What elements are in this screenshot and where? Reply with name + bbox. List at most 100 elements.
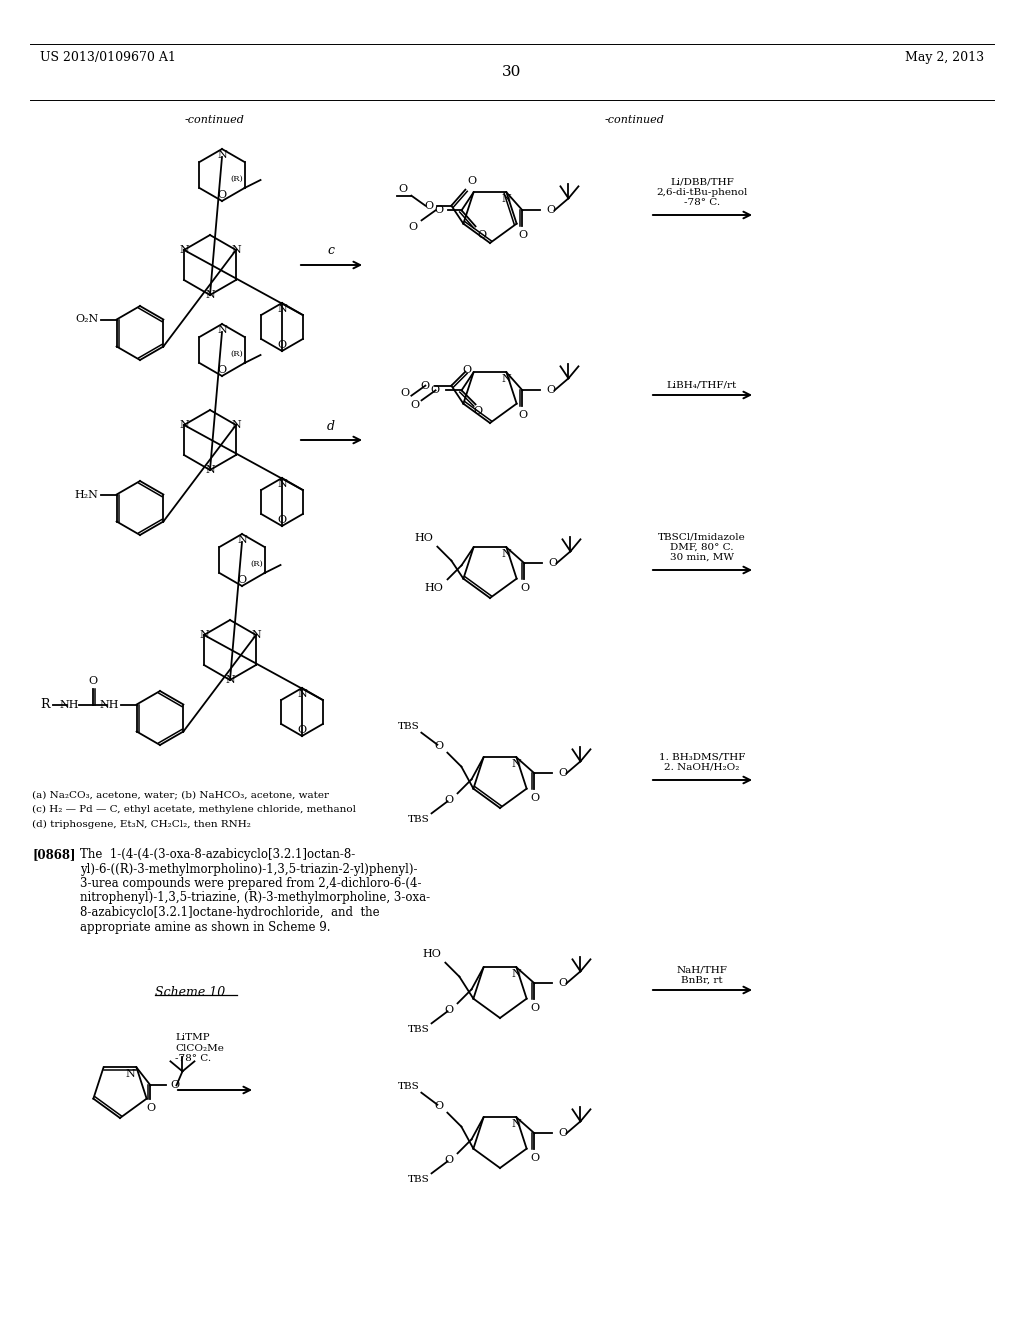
Text: O: O <box>547 206 556 215</box>
Text: O: O <box>398 183 408 194</box>
Text: N: N <box>179 246 188 255</box>
Text: N: N <box>205 290 215 300</box>
Text: N: N <box>512 759 521 770</box>
Text: 1. BH₃DMS/THF
2. NaOH/H₂O₂: 1. BH₃DMS/THF 2. NaOH/H₂O₂ <box>658 752 745 772</box>
Text: TBS: TBS <box>397 1081 420 1090</box>
Text: O: O <box>444 1006 454 1015</box>
Text: N: N <box>251 630 261 640</box>
Text: N: N <box>502 194 511 205</box>
Text: N: N <box>231 246 241 255</box>
Text: nitrophenyl)-1,3,5-triazine, (R)-3-methylmorpholine, 3-oxa-: nitrophenyl)-1,3,5-triazine, (R)-3-methy… <box>80 891 430 904</box>
Text: O: O <box>518 231 527 240</box>
Text: O: O <box>463 364 472 375</box>
Text: HO: HO <box>415 533 433 543</box>
Text: TBSCl/Imidazole
DMF, 80° C.
30 min, MW: TBSCl/Imidazole DMF, 80° C. 30 min, MW <box>658 532 745 562</box>
Text: O: O <box>409 222 418 232</box>
Text: O: O <box>430 385 439 396</box>
Text: O: O <box>477 231 486 240</box>
Text: 8-azabicyclo[3.2.1]octane-hydrochloride,  and  the: 8-azabicyclo[3.2.1]octane-hydrochloride,… <box>80 906 380 919</box>
Text: O: O <box>558 1129 567 1138</box>
Text: O: O <box>444 1155 454 1166</box>
Text: LiBH₄/THF/rt: LiBH₄/THF/rt <box>667 381 737 389</box>
Text: R: R <box>40 698 49 711</box>
Text: Li/DBB/THF
2,6-di-tBu-phenol
-78° C.: Li/DBB/THF 2,6-di-tBu-phenol -78° C. <box>656 177 748 207</box>
Text: O: O <box>434 1101 443 1110</box>
Text: O: O <box>411 400 420 411</box>
Text: The  1-(4-(4-(3-oxa-8-azabicyclo[3.2.1]octan-8-: The 1-(4-(4-(3-oxa-8-azabicyclo[3.2.1]oc… <box>80 847 355 861</box>
Text: O: O <box>529 793 539 804</box>
Text: O: O <box>558 768 567 779</box>
Text: N: N <box>225 675 234 685</box>
Text: O: O <box>278 341 287 350</box>
Text: N: N <box>297 689 307 700</box>
Text: O₂N: O₂N <box>76 314 98 325</box>
Text: N: N <box>278 304 287 314</box>
Text: NH: NH <box>59 700 79 710</box>
Text: TBS: TBS <box>397 722 420 731</box>
Text: O: O <box>217 190 226 201</box>
Text: O: O <box>238 576 247 585</box>
Text: N: N <box>231 420 241 430</box>
Text: NH: NH <box>99 700 119 710</box>
Text: O: O <box>278 515 287 525</box>
Text: O: O <box>88 676 97 686</box>
Text: O: O <box>467 176 476 186</box>
Text: O: O <box>424 201 433 211</box>
Text: O: O <box>520 583 529 594</box>
Text: -continued: -continued <box>605 115 665 125</box>
Text: O: O <box>400 388 410 397</box>
Text: N: N <box>512 969 521 979</box>
Text: N: N <box>238 535 247 545</box>
Text: TBS: TBS <box>408 816 429 825</box>
Text: (R): (R) <box>230 350 243 358</box>
Text: O: O <box>529 1154 539 1163</box>
Text: appropriate amine as shown in Scheme 9.: appropriate amine as shown in Scheme 9. <box>80 920 331 933</box>
Text: N: N <box>126 1069 135 1080</box>
Text: O: O <box>217 366 226 375</box>
Text: (R): (R) <box>250 560 263 568</box>
Text: N: N <box>179 420 188 430</box>
Text: -continued: -continued <box>185 115 245 125</box>
Text: Scheme 10: Scheme 10 <box>155 986 225 999</box>
Text: c: c <box>328 244 335 257</box>
Text: HO: HO <box>423 949 441 958</box>
Text: O: O <box>434 206 443 215</box>
Text: N: N <box>205 465 215 475</box>
Text: N: N <box>512 1119 521 1130</box>
Text: O: O <box>444 796 454 805</box>
Text: O: O <box>558 978 567 989</box>
Text: O: O <box>529 1003 539 1014</box>
Text: O: O <box>549 558 558 569</box>
Text: O: O <box>170 1080 179 1090</box>
Text: O: O <box>434 741 443 751</box>
Text: HO: HO <box>425 583 443 594</box>
Text: May 2, 2013: May 2, 2013 <box>905 51 984 65</box>
Text: US 2013/0109670 A1: US 2013/0109670 A1 <box>40 51 176 65</box>
Text: d: d <box>327 420 335 433</box>
Text: LiTMP
ClCO₂Me
-78° C.: LiTMP ClCO₂Me -78° C. <box>175 1034 224 1063</box>
Text: O: O <box>145 1104 155 1113</box>
Text: TBS: TBS <box>408 1026 429 1035</box>
Text: 3-urea compounds were prepared from 2,4-dichloro-6-(4-: 3-urea compounds were prepared from 2,4-… <box>80 876 422 890</box>
Text: 30: 30 <box>503 65 521 79</box>
Text: [0868]: [0868] <box>32 847 76 861</box>
Text: yl)-6-((R)-3-methylmorpholino)-1,3,5-triazin-2-yl)phenyl)-: yl)-6-((R)-3-methylmorpholino)-1,3,5-tri… <box>80 862 418 875</box>
Text: N: N <box>217 150 227 160</box>
Text: O: O <box>420 380 429 391</box>
Text: TBS: TBS <box>408 1175 429 1184</box>
Text: N: N <box>278 479 287 488</box>
Text: (a) Na₂CO₃, acetone, water; (b) NaHCO₃, acetone, water: (a) Na₂CO₃, acetone, water; (b) NaHCO₃, … <box>32 789 329 799</box>
Text: NaH/THF
BnBr, rt: NaH/THF BnBr, rt <box>677 966 727 985</box>
Text: H₂N: H₂N <box>75 490 98 499</box>
Text: (R): (R) <box>230 176 243 183</box>
Text: N: N <box>502 549 511 560</box>
Text: O: O <box>297 725 306 735</box>
Text: O: O <box>547 385 556 396</box>
Text: N: N <box>217 325 227 335</box>
Text: O: O <box>518 411 527 420</box>
Text: N: N <box>502 375 511 384</box>
Text: O: O <box>473 407 482 416</box>
Text: (c) H₂ — Pd — C, ethyl acetate, methylene chloride, methanol: (c) H₂ — Pd — C, ethyl acetate, methylen… <box>32 805 356 814</box>
Text: (d) triphosgene, Et₃N, CH₂Cl₂, then RNH₂: (d) triphosgene, Et₃N, CH₂Cl₂, then RNH₂ <box>32 820 251 829</box>
Text: N: N <box>199 630 209 640</box>
